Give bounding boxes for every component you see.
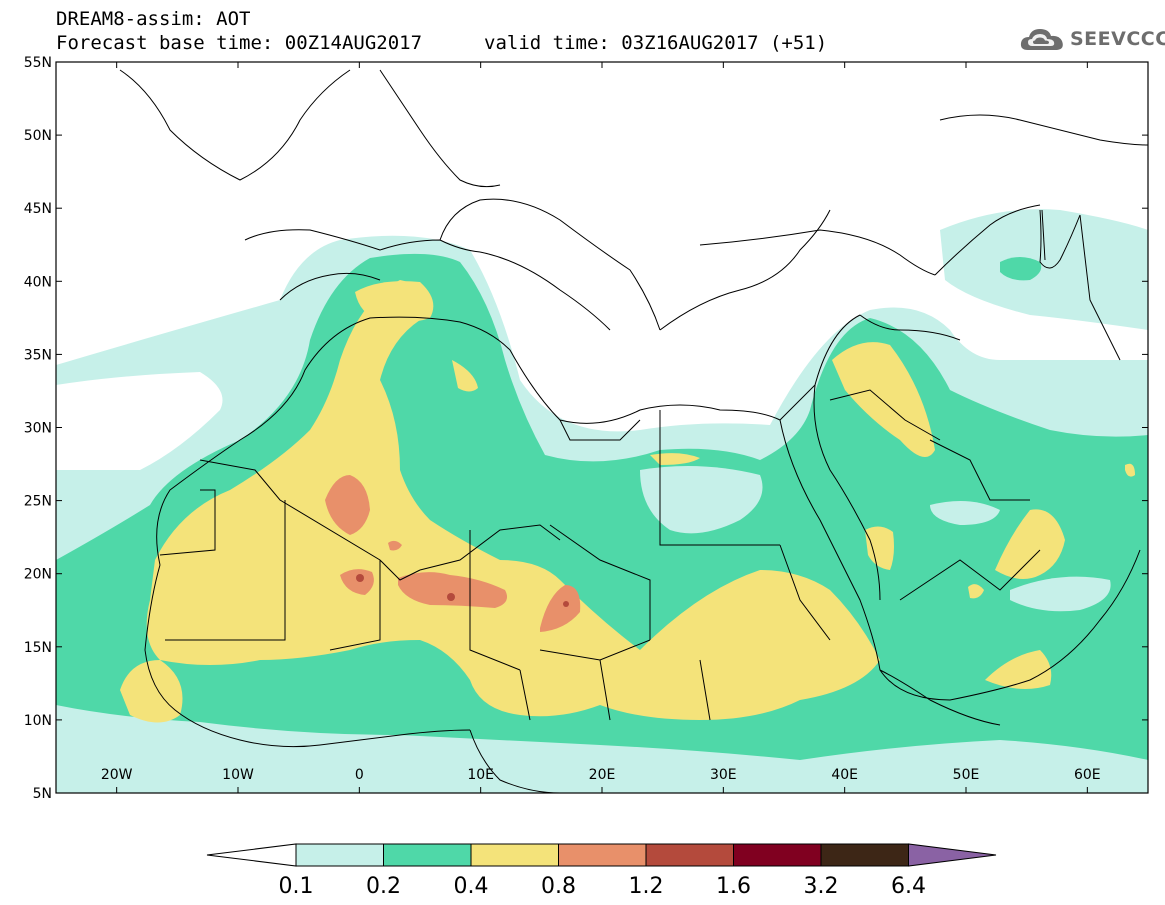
lat-label: 50N: [24, 128, 52, 144]
colorbar-segment: [820, 843, 909, 867]
latitude-axis: 55N 50N 45N 40N 35N 30N 25N 20N 15N 10N 5N: [24, 55, 1148, 802]
lon-label: 50E: [953, 767, 980, 783]
lat-label: 35N: [24, 347, 52, 363]
colorbar-label: 1.2: [629, 874, 664, 899]
logo-text: SEEVCCC: [1070, 28, 1165, 50]
colorbar-max-arrow: [908, 843, 997, 867]
lon-label: 10E: [467, 767, 494, 783]
colorbar-label: 3.2: [804, 874, 839, 899]
lat-label: 45N: [24, 201, 52, 217]
aot-band-1.2: [356, 574, 364, 582]
lat-label: 10N: [24, 713, 52, 729]
colorbar-segment: [733, 843, 822, 867]
lat-label: 30N: [24, 421, 52, 437]
lon-label: 40E: [831, 767, 858, 783]
colorbar-label: 6.4: [891, 874, 926, 899]
lat-label: 5N: [33, 786, 52, 802]
cloud-icon: [1020, 29, 1063, 50]
lat-label: 25N: [24, 494, 52, 510]
colorbar-segment: [383, 843, 472, 867]
coastlines-and-borders: [119, 69, 1148, 793]
lon-label: 30E: [710, 767, 737, 783]
colorbar-label: 1.6: [716, 874, 751, 899]
colorbar-label: 0.4: [454, 874, 489, 899]
colorbar-label: 0.8: [541, 874, 576, 899]
colorbar-segment: [470, 843, 559, 867]
valid-time: valid time: 03Z16AUG2017 (+51): [484, 32, 828, 54]
colorbar-label: 0.2: [366, 874, 401, 899]
colorbar-label: 0.1: [279, 874, 314, 899]
colorbar-min-arrow: [206, 843, 297, 867]
colorbar: 0.1 0.2 0.4 0.8 1.2 1.6 3.2 6.4: [206, 843, 997, 899]
lat-label: 15N: [24, 640, 52, 656]
colorbar-segment: [295, 843, 384, 867]
lon-label: 20E: [589, 767, 616, 783]
lon-label: 60E: [1074, 767, 1101, 783]
seevccc-logo: SEEVCCC: [1018, 22, 1165, 58]
colorbar-segment: [645, 843, 734, 867]
aot-field: [56, 209, 1148, 793]
forecast-base-time: Forecast base time: 00Z14AUG2017: [56, 32, 423, 54]
lon-label: 10W: [222, 767, 254, 783]
map-title: DREAM8-assim: AOT: [56, 8, 251, 30]
longitude-axis: 20W 10W 0 10E 20E 30E 40E 50E 60E: [101, 62, 1101, 793]
lat-label: 55N: [24, 55, 52, 71]
lat-label: 40N: [24, 274, 52, 290]
lon-label: 20W: [101, 767, 133, 783]
aot-band-0.8: [325, 475, 370, 535]
lat-label: 20N: [24, 567, 52, 583]
colorbar-segment: [558, 843, 647, 867]
lon-label: 0: [355, 767, 364, 783]
aot-band-0.4: [146, 280, 880, 720]
